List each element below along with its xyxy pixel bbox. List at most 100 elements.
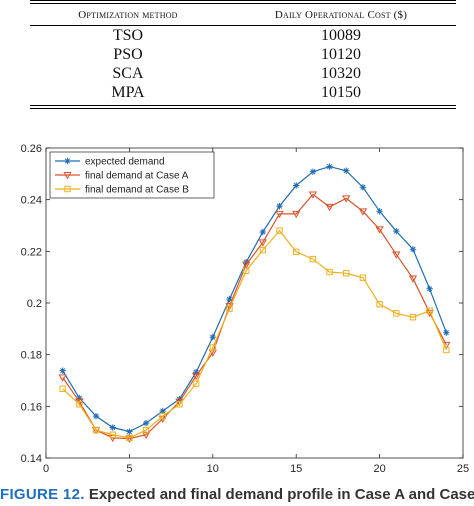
series-line-2 (62, 229, 447, 439)
data-point (109, 424, 116, 431)
data-point (408, 275, 418, 283)
figure-label: FIGURE 12. (0, 486, 85, 503)
data-point (76, 394, 83, 402)
data-point (309, 168, 317, 175)
table-row: MPA 10150 (30, 83, 456, 105)
data-point (142, 419, 150, 427)
method-cell: MPA (111, 84, 145, 101)
series-line-0 (62, 165, 447, 433)
x-tick-label: 5 (126, 463, 132, 475)
figure-caption: FIGURE 12. Expected and final demand pro… (0, 486, 474, 506)
x-tick-label: 10 (207, 463, 219, 475)
demand-profile-chart: 0 5 10 15 20 25 0.14 0.16 0.18 0.2 0.22 0.24 0.26 ex… (0, 138, 474, 478)
cost-cell: 10150 (320, 84, 361, 101)
data-point (443, 346, 450, 354)
data-point (258, 239, 268, 247)
y-tick-label: 0.24 (21, 195, 42, 207)
data-point (293, 182, 300, 189)
method-cell: SCA (112, 65, 144, 82)
data-point (276, 202, 283, 210)
data-point (342, 195, 351, 203)
data-point (376, 208, 383, 215)
data-point (159, 407, 166, 415)
data-point (426, 307, 433, 314)
header-method: Optimization method (78, 9, 178, 21)
data-point (358, 208, 368, 216)
data-point (125, 435, 134, 443)
data-point (359, 274, 367, 281)
data-point (209, 344, 217, 351)
data-point (176, 401, 183, 408)
cost-cell: 10089 (320, 27, 361, 44)
data-point (393, 227, 400, 235)
data-point (59, 385, 66, 392)
series-line-1 (62, 193, 447, 440)
figure-caption-text: Expected and final demand profile in Cas… (84, 486, 474, 503)
data-point (393, 310, 400, 317)
table-row: SCA 10320 (30, 64, 456, 83)
data-point (409, 314, 417, 321)
data-point (325, 203, 334, 212)
data-point (142, 426, 150, 434)
data-point (309, 255, 317, 263)
table-bottom-rule (30, 105, 456, 109)
data-point (276, 227, 283, 234)
data-point (392, 251, 401, 259)
data-point (225, 303, 234, 311)
data-point (375, 226, 384, 234)
x-tick-label: 25 (457, 463, 469, 475)
data-point (259, 246, 267, 254)
y-tick-label: 0.14 (21, 453, 42, 465)
results-table-container: Optimization method Daily Operational Co… (30, 0, 456, 109)
data-point (376, 301, 383, 308)
y-tick-label: 0.22 (21, 246, 42, 258)
data-point (108, 434, 117, 443)
data-point (92, 412, 100, 420)
data-point (126, 428, 133, 435)
data-point (293, 248, 300, 256)
y-tick-label: 0.16 (21, 401, 42, 413)
data-point (159, 412, 166, 420)
data-point (192, 380, 200, 387)
legend-label: final demand at Case B (85, 185, 189, 196)
y-tick-label: 0.18 (21, 350, 42, 362)
data-point (59, 367, 66, 374)
cost-cell: 10320 (320, 65, 361, 82)
legend-label: expected demand (85, 157, 165, 168)
x-tick-label: 20 (373, 463, 385, 475)
legend-label: final demand at Case A (85, 171, 189, 182)
data-point (443, 329, 450, 336)
data-point (92, 426, 100, 434)
legend-marker (64, 185, 71, 193)
data-point (426, 285, 433, 292)
data-point (58, 374, 67, 382)
data-point (76, 401, 83, 408)
data-point (226, 305, 233, 312)
data-point (326, 163, 333, 170)
cost-cell: 10120 (320, 46, 361, 63)
data-point (343, 270, 350, 277)
data-point (308, 191, 318, 199)
table-row: PSO 10120 (30, 45, 456, 64)
data-point (126, 434, 133, 442)
data-point (292, 210, 301, 219)
data-point (242, 267, 250, 274)
data-point (191, 372, 201, 381)
data-point (343, 167, 350, 174)
data-point (409, 246, 417, 253)
data-point (275, 210, 284, 219)
data-point (192, 369, 200, 376)
legend-marker (63, 172, 72, 180)
header-cost: Daily Operational Cost ($) (274, 9, 408, 21)
method-cell: PSO (113, 46, 143, 63)
data-point (259, 228, 267, 236)
x-tick-label: 15 (290, 463, 302, 475)
method-cell: TSO (112, 27, 144, 44)
data-point (141, 431, 151, 440)
table-header-row: Optimization method Daily Operational Co… (30, 4, 456, 26)
data-point (109, 431, 116, 438)
y-tick-label: 0.26 (21, 143, 42, 155)
legend-marker (64, 157, 71, 165)
x-tick-label: 0 (43, 463, 49, 475)
data-point (326, 268, 333, 276)
